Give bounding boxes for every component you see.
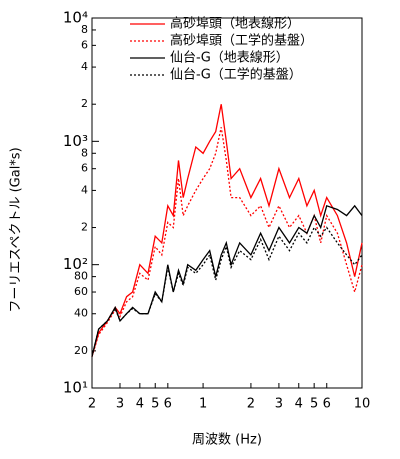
x-tick-label: 4 <box>295 397 303 412</box>
y-tick-label: 4 <box>81 183 88 196</box>
x-tick-label: 6 <box>164 397 172 412</box>
x-tick-label: 2 <box>88 397 96 412</box>
x-tick-label: 3 <box>116 397 124 412</box>
series-line <box>91 204 363 357</box>
y-tick-label: 2 <box>81 97 88 110</box>
x-axis-label: 周波数 (Hz) <box>192 433 262 448</box>
y-tick-label: 10³ <box>63 132 88 150</box>
x-tick-label: 5 <box>151 397 159 412</box>
y-tick-label: 8 <box>81 146 88 159</box>
y-tick-label: 80 <box>74 270 88 283</box>
x-tick-label: 6 <box>323 397 331 412</box>
y-tick-label: 10² <box>63 255 88 273</box>
y-tick-label: 40 <box>74 307 88 320</box>
plot-frame <box>91 17 363 389</box>
y-tick-label: 8 <box>81 23 88 36</box>
y-tick-label: 4 <box>81 60 88 73</box>
legend-label: 高砂埠頭（工学的基盤） <box>170 33 313 49</box>
series-line <box>91 104 363 357</box>
y-tick-label: 10¹ <box>63 379 88 397</box>
legend-label: 仙台-G（地表線形） <box>170 50 289 66</box>
y-tick-label: 10⁴ <box>63 9 88 27</box>
x-tick-label: 3 <box>275 397 283 412</box>
legend-label: 仙台-G（工学的基盤） <box>170 67 302 83</box>
x-tick-label: 4 <box>136 397 144 412</box>
y-tick-label: 6 <box>81 162 88 175</box>
x-tick-label: 5 <box>310 397 318 412</box>
series-line <box>91 127 363 357</box>
y-tick-label: 20 <box>74 344 88 357</box>
y-tick-label: 60 <box>74 285 88 298</box>
y-tick-label: 6 <box>81 38 88 51</box>
legend-label: 高砂埠頭（地表線形） <box>170 16 300 32</box>
x-tick-label: 1 <box>199 397 207 412</box>
x-tick-label: 2 <box>247 397 255 412</box>
y-tick-label: 2 <box>81 221 88 234</box>
y-axis-label: フーリエスペクトル (Gal*s) <box>9 147 24 312</box>
x-tick-label: 10 <box>354 397 371 412</box>
